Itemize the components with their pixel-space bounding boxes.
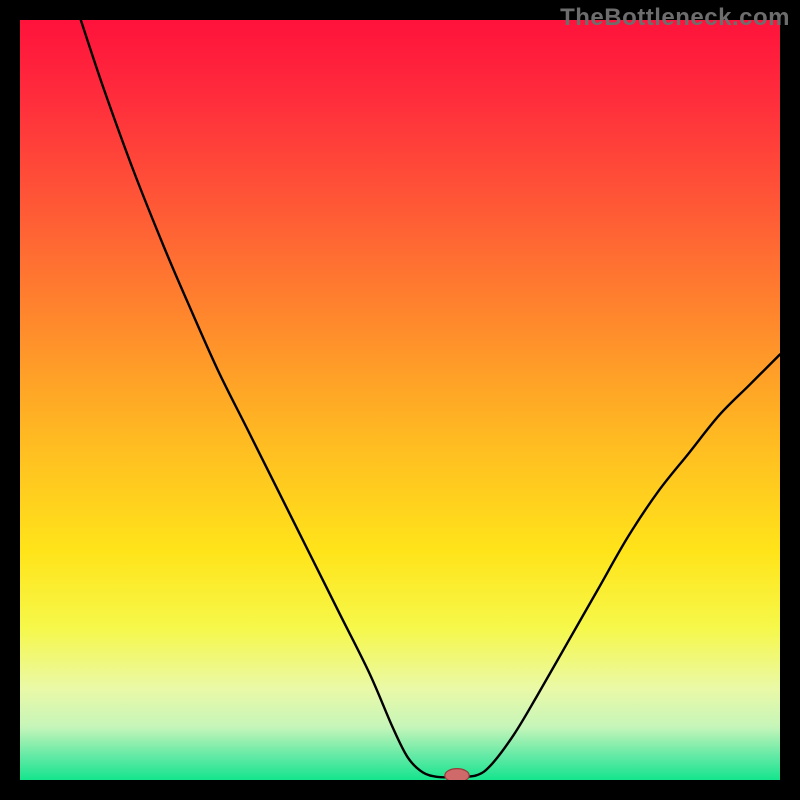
chart-gradient-background: [20, 20, 780, 780]
watermark-text: TheBottleneck.com: [560, 4, 790, 32]
chart-stage: TheBottleneck.com: [0, 0, 800, 800]
bottleneck-chart: [0, 0, 800, 800]
